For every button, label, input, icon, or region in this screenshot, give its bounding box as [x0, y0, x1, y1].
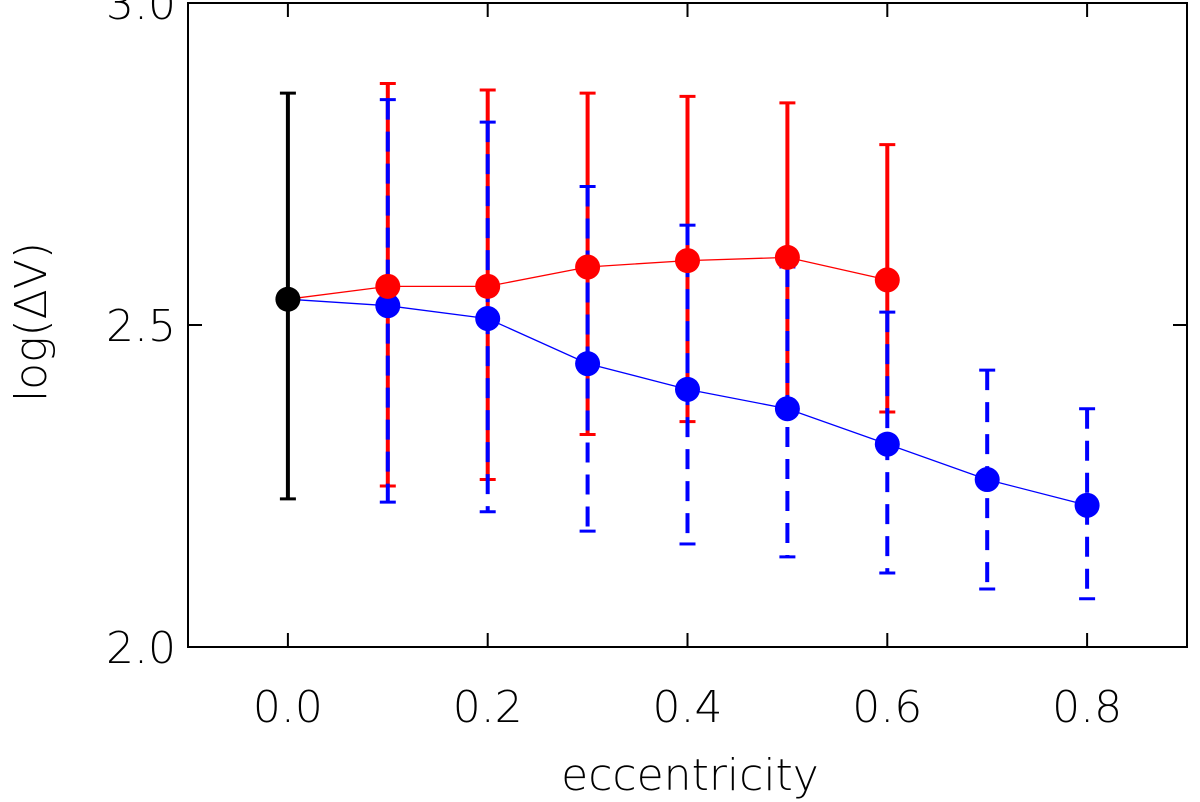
- axes: [187, 2, 1188, 648]
- x-tick-label: 0.4: [653, 682, 723, 733]
- error-bars: [279, 82, 1096, 601]
- x-tick-label: 0.8: [1052, 682, 1122, 733]
- point-blue: [575, 351, 601, 377]
- x-tick-label: 0.2: [453, 682, 523, 733]
- y-tick-label: 2.5: [106, 301, 176, 352]
- point-red: [375, 273, 401, 299]
- point-blue: [475, 306, 501, 332]
- point-blue: [774, 396, 800, 422]
- y-tick-label: 3.0: [106, 0, 176, 30]
- point-blue: [974, 467, 1000, 493]
- point-blue: [1074, 492, 1100, 518]
- tick-labels: 0.0 0.2 0.4 0.6 0.8 2.0 2.5 3.0: [106, 0, 1122, 733]
- point-blue: [675, 376, 700, 402]
- point-circular: [275, 286, 301, 312]
- data-points: [275, 244, 1100, 518]
- point-blue: [375, 293, 401, 319]
- x-tick-label: 0.6: [852, 682, 922, 733]
- point-red: [575, 254, 601, 280]
- point-blue: [874, 431, 900, 457]
- point-red: [774, 244, 800, 270]
- point-red: [475, 273, 501, 299]
- point-red: [874, 267, 900, 293]
- x-tick-label: 0.0: [253, 682, 323, 733]
- y-axis-label: log(ΔV): [6, 242, 57, 402]
- y-tick-label: 2.0: [106, 623, 176, 674]
- point-red: [675, 248, 700, 274]
- x-axis-label: eccentricity: [561, 750, 819, 801]
